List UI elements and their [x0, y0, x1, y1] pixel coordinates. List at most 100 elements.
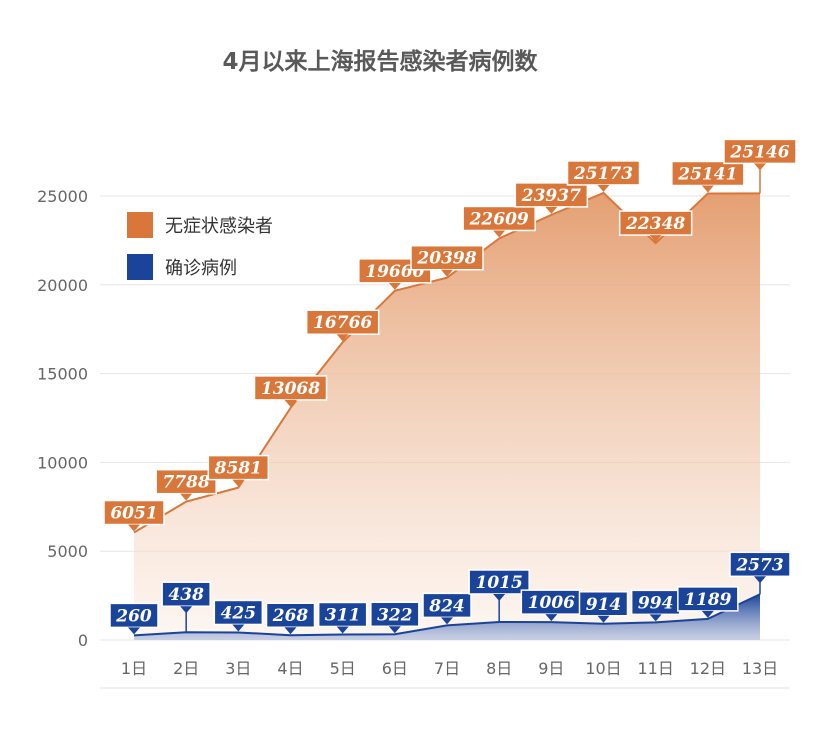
x-tick-label: 7日 [434, 659, 460, 678]
data-label: 268 [272, 606, 309, 626]
data-label-pointer [284, 399, 297, 407]
x-tick-label: 9日 [538, 659, 564, 678]
data-label-pointer [180, 606, 193, 614]
series-area [134, 192, 760, 640]
x-tick-label: 2日 [173, 659, 199, 678]
data-label-pointer [597, 184, 610, 192]
data-label-box [109, 602, 159, 629]
data-label-pointer [284, 627, 297, 635]
y-tick-label: 0 [78, 631, 88, 650]
data-label-pointer [388, 282, 401, 290]
data-label-box [213, 599, 264, 626]
data-label-box [677, 586, 739, 612]
data-label-pointer [701, 185, 714, 193]
data-label: 1189 [684, 590, 731, 610]
data-label-box [468, 569, 530, 595]
data-label-box [729, 551, 791, 578]
chart-title: 4月以来上海报告感染者病例数 [222, 49, 538, 75]
series-area [134, 594, 760, 640]
y-tick-label: 15000 [37, 365, 88, 384]
data-label: 25146 [729, 142, 789, 162]
x-tick-label: 10日 [585, 659, 621, 678]
x-tick-label: 6日 [382, 659, 408, 678]
data-label-box [462, 205, 536, 232]
data-label: 7788 [163, 473, 210, 493]
series-line [133, 191, 761, 534]
data-label-pointer [388, 626, 401, 634]
legend-label: 无症状感染者 [165, 216, 273, 237]
data-label: 914 [586, 595, 622, 615]
x-tick-label: 4日 [277, 659, 303, 678]
data-label-pointer [232, 479, 245, 487]
data-label-pointer [701, 610, 714, 618]
data-label: 6051 [110, 504, 157, 524]
data-label: 994 [638, 593, 674, 613]
data-label: 438 [168, 585, 204, 605]
data-label-pointer [441, 617, 453, 625]
data-label: 25173 [573, 164, 633, 184]
data-label-pointer [128, 627, 140, 635]
data-label: 311 [325, 605, 361, 625]
data-label: 22348 [625, 214, 685, 234]
x-tick-label: 12日 [690, 659, 726, 678]
x-tick-label: 13日 [742, 659, 778, 678]
data-label: 824 [428, 596, 465, 616]
y-tick-label: 5000 [47, 542, 88, 561]
legend-swatch [127, 212, 153, 238]
x-tick-label: 3日 [225, 659, 251, 678]
data-label: 25141 [677, 164, 737, 184]
data-label: 260 [115, 606, 152, 626]
data-label-pointer [336, 626, 349, 634]
data-label-pointer [649, 614, 662, 622]
data-label: 22609 [469, 209, 529, 229]
data-label: 19660 [365, 262, 424, 282]
x-tick-label: 8日 [486, 659, 512, 678]
series-line [133, 593, 761, 637]
data-label-box [566, 160, 641, 186]
data-label: 23937 [521, 186, 581, 206]
data-label-box [618, 210, 693, 236]
data-label-box [207, 454, 270, 481]
data-label-box [578, 591, 629, 617]
data-label-pointer [649, 235, 662, 243]
data-label-box [410, 244, 484, 271]
data-label-box [317, 601, 368, 628]
x-tick-label: 5日 [330, 659, 356, 678]
y-tick-label: 25000 [37, 187, 88, 206]
data-label-pointer [754, 163, 766, 171]
data-label-pointer [545, 614, 558, 622]
data-label: 16766 [313, 313, 372, 333]
legend-swatch [127, 254, 153, 280]
data-label-pointer [597, 615, 610, 623]
data-label-box [723, 138, 797, 165]
data-label-box [265, 602, 316, 628]
data-label-pointer [754, 576, 766, 584]
data-label-box [305, 309, 380, 335]
data-label-box [370, 601, 420, 628]
x-tick-label: 11日 [637, 659, 673, 678]
data-label: 1015 [476, 573, 523, 593]
data-label-pointer [493, 593, 506, 601]
data-label-pointer [545, 206, 558, 214]
data-label-box [103, 499, 165, 526]
data-label-pointer [336, 334, 349, 342]
y-tick-label: 10000 [37, 453, 88, 472]
data-label-pointer [232, 624, 245, 632]
y-tick-label: 20000 [37, 276, 88, 295]
data-label-box [253, 375, 328, 401]
data-label-box [514, 182, 589, 208]
data-label-pointer [180, 493, 193, 501]
data-label-pointer [441, 269, 453, 277]
data-label: 13068 [261, 379, 320, 399]
data-label: 2573 [735, 555, 783, 575]
x-tick-label: 1日 [121, 659, 147, 678]
data-label-pointer [128, 524, 140, 532]
data-label: 1006 [528, 593, 575, 613]
data-label: 20398 [416, 249, 476, 269]
data-label-box [422, 592, 472, 619]
legend-label: 确诊病例 [165, 258, 237, 279]
data-label: 425 [221, 603, 257, 623]
data-label: 322 [377, 605, 413, 625]
